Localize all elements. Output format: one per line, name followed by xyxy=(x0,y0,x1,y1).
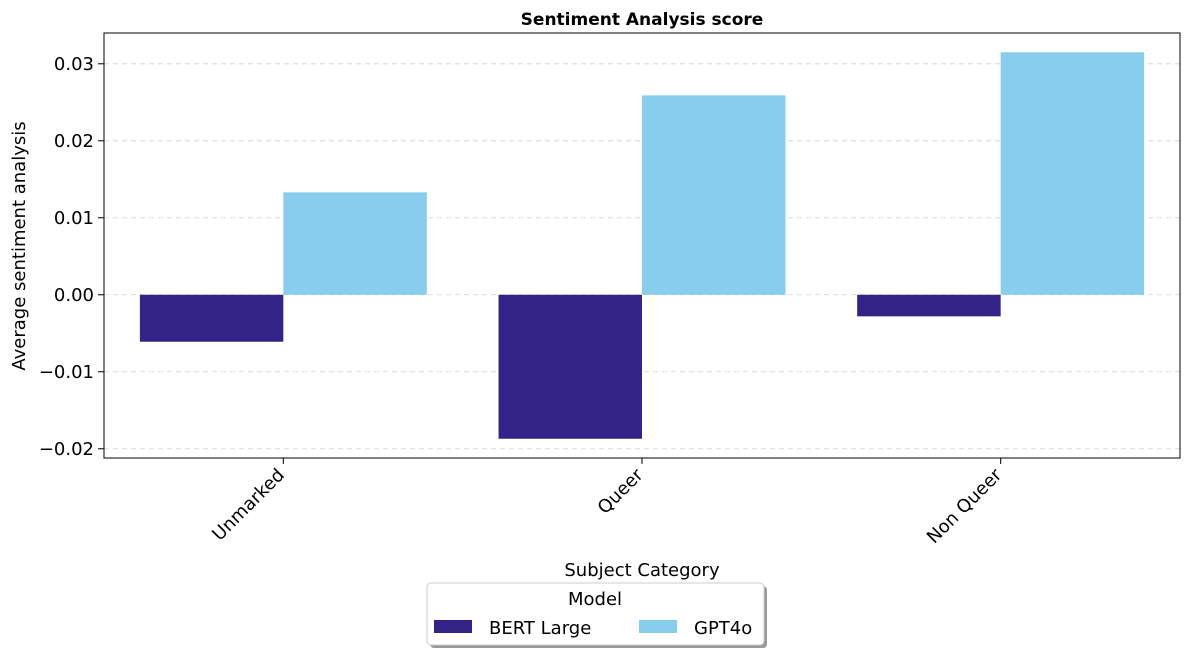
y-tick-label: 0.00 xyxy=(54,285,94,306)
legend-label: BERT Large xyxy=(489,618,591,639)
bar-gpt4o-unmarked xyxy=(283,192,427,295)
y-tick-label: −0.01 xyxy=(39,362,94,383)
x-tick-label: Unmarked xyxy=(208,465,288,545)
y-tick-label: −0.02 xyxy=(39,439,94,460)
bar-bert-large-queer xyxy=(498,294,642,439)
bars xyxy=(139,52,1145,439)
bar-gpt4o-non-queer xyxy=(1000,52,1145,295)
bar-bert-large-unmarked xyxy=(139,294,284,342)
x-tick-label: Non Queer xyxy=(923,464,1007,548)
bar-bert-large-non-queer xyxy=(857,294,1001,317)
legend-items: BERT Large GPT4o xyxy=(434,618,752,639)
y-axis-label: Average sentiment analysis xyxy=(9,121,30,370)
y-tick-label: 0.01 xyxy=(54,208,94,229)
legend-title: Model xyxy=(568,589,622,610)
y-axis: −0.02 −0.01 0.00 0.01 0.02 0.03 xyxy=(39,54,104,460)
legend-box xyxy=(426,582,765,646)
chart-title: Sentiment Analysis score xyxy=(521,10,764,30)
x-axis-label: Subject Category xyxy=(564,560,720,581)
y-tick-label: 0.03 xyxy=(54,54,94,75)
y-tick-label: 0.02 xyxy=(54,131,94,152)
legend: Model BERT Large GPT4o xyxy=(426,582,767,648)
x-tick-label: Queer xyxy=(594,464,648,518)
legend-label: GPT4o xyxy=(694,618,752,639)
x-axis: Unmarked Queer Non Queer xyxy=(208,458,1007,548)
legend-swatch xyxy=(639,620,677,633)
legend-swatch xyxy=(434,620,472,633)
bar-gpt4o-queer xyxy=(642,95,786,295)
